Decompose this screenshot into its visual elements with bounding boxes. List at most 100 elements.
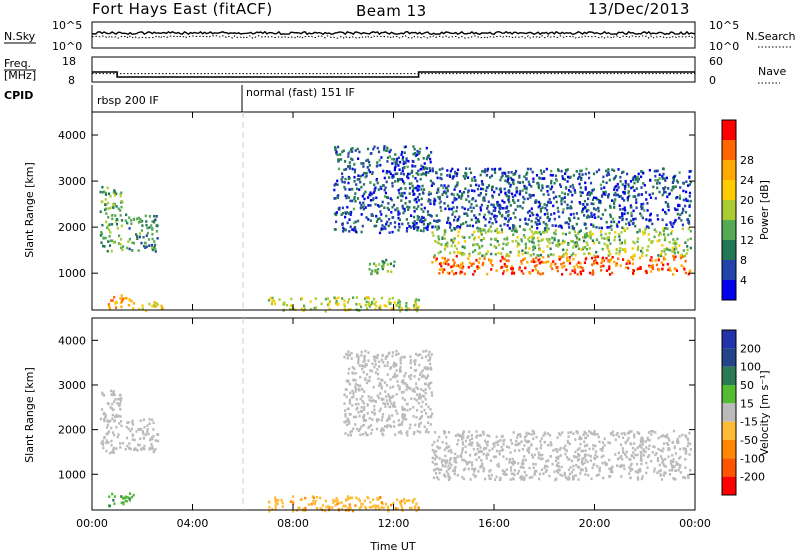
heatmap-cell <box>524 251 527 255</box>
heatmap-cell <box>615 248 619 251</box>
heatmap-cell <box>476 267 479 270</box>
heatmap-cell <box>602 190 605 194</box>
heatmap-cell <box>628 260 631 263</box>
heatmap-cell <box>632 451 635 454</box>
heatmap-cell <box>482 169 485 173</box>
heatmap-cell <box>454 185 457 188</box>
heatmap-cell <box>394 364 397 367</box>
heatmap-cell <box>350 188 353 191</box>
heatmap-cell <box>578 182 581 186</box>
heatmap-cell <box>415 393 419 396</box>
heatmap-cell <box>685 180 688 183</box>
heatmap-cell <box>377 204 380 207</box>
heatmap-cell <box>494 171 497 174</box>
heatmap-cell <box>370 432 373 435</box>
heatmap-cell <box>449 448 452 452</box>
heatmap-cell <box>359 174 362 178</box>
heatmap-cell <box>490 174 493 178</box>
heatmap-cell <box>648 439 651 442</box>
heatmap-cell <box>357 157 360 160</box>
heatmap-cell <box>536 223 539 226</box>
heatmap-cell <box>387 393 390 396</box>
heatmap-cell <box>445 459 449 462</box>
heatmap-cell <box>435 191 439 194</box>
heatmap-cell <box>347 353 351 357</box>
heatmap-cell <box>622 227 626 231</box>
heatmap-cell <box>569 190 572 194</box>
xlabel: Time UT <box>369 540 415 553</box>
heatmap-cell <box>498 212 502 215</box>
heatmap-cell <box>517 180 520 184</box>
heatmap-cell <box>422 172 425 175</box>
heatmap-cell <box>140 229 143 232</box>
heatmap-cell <box>550 262 553 266</box>
heatmap-cell <box>532 466 535 470</box>
heatmap-cell <box>427 415 430 419</box>
heatmap-cell <box>480 233 483 236</box>
heatmap-cell <box>430 391 433 394</box>
heatmap-cell <box>520 239 523 243</box>
heatmap-cell <box>400 153 403 156</box>
heatmap-cell <box>640 451 643 455</box>
heatmap-cell <box>636 180 639 183</box>
heatmap-cell <box>481 182 484 186</box>
heatmap-cell <box>579 472 582 475</box>
heatmap-cell <box>573 243 576 247</box>
heatmap-cell <box>588 430 591 433</box>
heatmap-cell <box>644 191 648 194</box>
heatmap-cell <box>678 457 681 460</box>
heatmap-cell <box>596 238 599 242</box>
heatmap-cell <box>676 212 679 216</box>
heatmap-cell <box>623 239 627 242</box>
heatmap-cell <box>104 203 107 207</box>
heatmap-cell <box>378 409 381 413</box>
heatmap-cell <box>681 227 684 231</box>
heatmap-cell <box>572 468 575 471</box>
nsearch-tick-top: 10^5 <box>709 19 739 32</box>
heatmap-cell <box>142 235 145 239</box>
heatmap-cell <box>588 215 591 219</box>
heatmap-cell <box>672 273 675 276</box>
heatmap-cell <box>480 239 483 242</box>
heatmap-cell <box>481 254 484 258</box>
heatmap-cell <box>495 215 498 218</box>
colorbar-tick-label: -100 <box>740 452 765 465</box>
heatmap-cell <box>501 247 504 250</box>
heatmap-cell <box>639 212 642 215</box>
heatmap-cell <box>445 470 448 473</box>
heatmap-cell <box>336 179 339 183</box>
heatmap-cell <box>416 228 419 232</box>
heatmap-cell <box>361 399 364 403</box>
heatmap-cell <box>599 230 603 233</box>
heatmap-cell <box>561 273 564 276</box>
heatmap-cell <box>499 167 502 171</box>
heatmap-cell <box>483 254 486 257</box>
heatmap-cell <box>366 307 369 310</box>
heatmap-cell <box>639 440 642 444</box>
heatmap-cell <box>677 251 680 254</box>
heatmap-cell <box>412 152 415 156</box>
heatmap-cell <box>396 498 399 502</box>
heatmap-cell <box>369 204 372 207</box>
heatmap-cell <box>436 188 439 191</box>
heatmap-cell <box>439 250 442 254</box>
heatmap-cell <box>521 180 524 184</box>
heatmap-cell <box>609 475 612 478</box>
heatmap-cell <box>363 204 366 207</box>
heatmap-cell <box>345 379 348 383</box>
heatmap-cell <box>641 246 644 250</box>
heatmap-cell <box>452 241 455 244</box>
heatmap-cell <box>458 190 462 193</box>
heatmap-cell <box>352 395 355 398</box>
heatmap-cell <box>412 160 415 163</box>
heatmap-cell <box>592 202 595 206</box>
heatmap-cell <box>108 495 111 498</box>
heatmap-cell <box>332 501 335 504</box>
heatmap-cell <box>130 495 133 499</box>
heatmap-cell <box>424 382 427 386</box>
heatmap-cell <box>359 505 363 509</box>
heatmap-cell <box>344 412 347 416</box>
heatmap-cell <box>461 235 464 239</box>
heatmap-cell <box>415 207 418 211</box>
